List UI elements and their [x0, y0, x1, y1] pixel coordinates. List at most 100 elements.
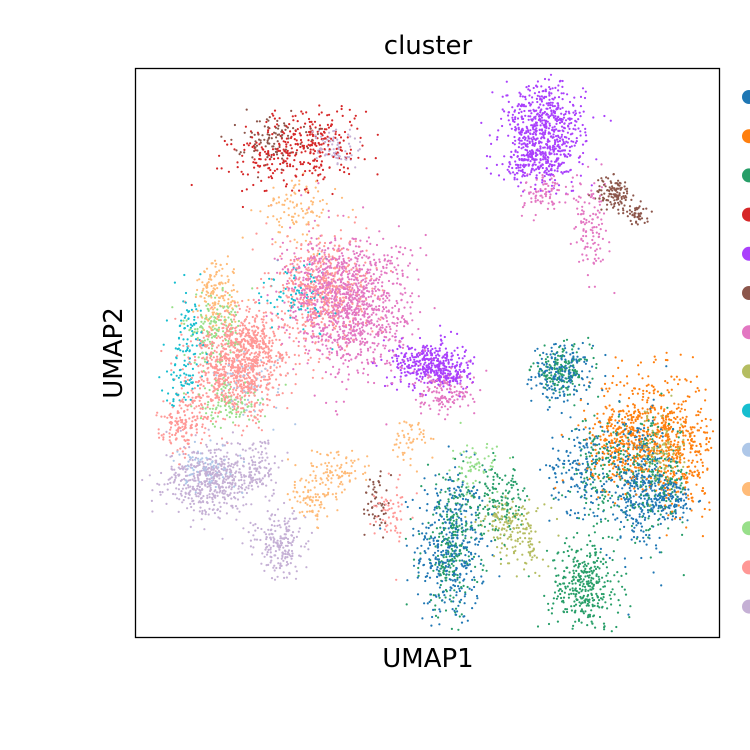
scatter-point [359, 305, 362, 308]
scatter-point [541, 181, 544, 184]
scatter-point [328, 324, 331, 327]
scatter-point [547, 622, 551, 626]
scatter-point [539, 158, 542, 161]
scatter-point [300, 151, 303, 154]
scatter-point [581, 561, 584, 564]
scatter-point [546, 207, 550, 210]
scatter-point [304, 266, 307, 269]
scatter-point [651, 452, 655, 455]
scatter-point [190, 405, 193, 408]
scatter-point [689, 444, 693, 447]
scatter-point [595, 366, 598, 369]
scatter-point [162, 433, 165, 436]
scatter-point [194, 491, 197, 494]
scatter-point [611, 473, 614, 476]
scatter-point [267, 348, 270, 351]
scatter-point [260, 479, 263, 482]
scatter-point [320, 143, 323, 146]
scatter-point [349, 145, 352, 148]
scatter-point [169, 441, 172, 444]
scatter-point [572, 366, 575, 369]
scatter-point [232, 288, 235, 292]
scatter-point [530, 558, 533, 561]
scatter-point [279, 217, 282, 220]
scatter-point [556, 584, 559, 587]
scatter-point [333, 244, 336, 247]
scatter-point [316, 252, 319, 255]
scatter-point [300, 545, 303, 548]
scatter-point [463, 602, 466, 605]
scatter-point [341, 483, 344, 486]
scatter-point [322, 304, 326, 307]
scatter-point [350, 278, 353, 281]
scatter-point [492, 528, 495, 531]
scatter-point [343, 334, 346, 337]
scatter-point [196, 384, 199, 387]
scatter-point [186, 391, 189, 394]
scatter-point [571, 478, 574, 481]
scatter-point [183, 396, 186, 399]
scatter-point [417, 574, 420, 578]
scatter-point [476, 489, 479, 492]
scatter-point [530, 197, 533, 200]
scatter-point [333, 273, 336, 276]
scatter-point [665, 512, 668, 515]
scatter-point [296, 143, 299, 146]
scatter-point [350, 465, 353, 468]
scatter-point [522, 527, 525, 530]
scatter-point [264, 145, 267, 148]
scatter-point [552, 468, 555, 471]
scatter-point [544, 358, 548, 361]
scatter-point [211, 455, 214, 459]
scatter-point [349, 135, 352, 138]
scatter-point [411, 292, 414, 295]
scatter-point [309, 295, 312, 298]
scatter-point [672, 449, 675, 452]
scatter-point [282, 159, 285, 162]
scatter-point [267, 548, 270, 552]
scatter-point [423, 535, 426, 538]
scatter-point [274, 241, 277, 244]
scatter-point [221, 390, 224, 393]
scatter-point [582, 221, 585, 224]
scatter-point [620, 197, 623, 200]
scatter-point [215, 448, 218, 451]
scatter-point [345, 152, 349, 155]
scatter-point [492, 451, 495, 455]
scatter-point [573, 96, 576, 99]
scatter-point [259, 440, 262, 443]
scatter-point [304, 516, 307, 519]
scatter-point [277, 466, 280, 469]
scatter-point [444, 490, 447, 493]
scatter-point [630, 418, 633, 421]
scatter-point [339, 293, 342, 296]
scatter-point [384, 314, 387, 317]
scatter-point [241, 491, 244, 494]
scatter-point [693, 426, 696, 429]
scatter-point [612, 550, 615, 553]
scatter-point [332, 148, 335, 151]
scatter-point [665, 365, 668, 368]
scatter-point [584, 140, 587, 143]
scatter-point [272, 541, 275, 544]
scatter-point [694, 390, 697, 393]
scatter-point [209, 420, 212, 423]
scatter-point [222, 297, 225, 300]
scatter-point [310, 301, 313, 304]
scatter-point [516, 117, 520, 120]
scatter-point [536, 80, 540, 83]
scatter-point [324, 288, 327, 291]
scatter-point [414, 348, 417, 351]
scatter-point [651, 462, 654, 465]
scatter-point [518, 91, 521, 94]
scatter-point [548, 399, 551, 402]
scatter-point [442, 379, 445, 382]
scatter-point [651, 458, 654, 461]
scatter-point [449, 589, 452, 592]
scatter-point [391, 321, 394, 324]
scatter-point [573, 600, 576, 603]
scatter-point [215, 346, 219, 349]
scatter-point [334, 151, 337, 154]
scatter-point [434, 347, 437, 350]
scatter-point [629, 605, 632, 608]
